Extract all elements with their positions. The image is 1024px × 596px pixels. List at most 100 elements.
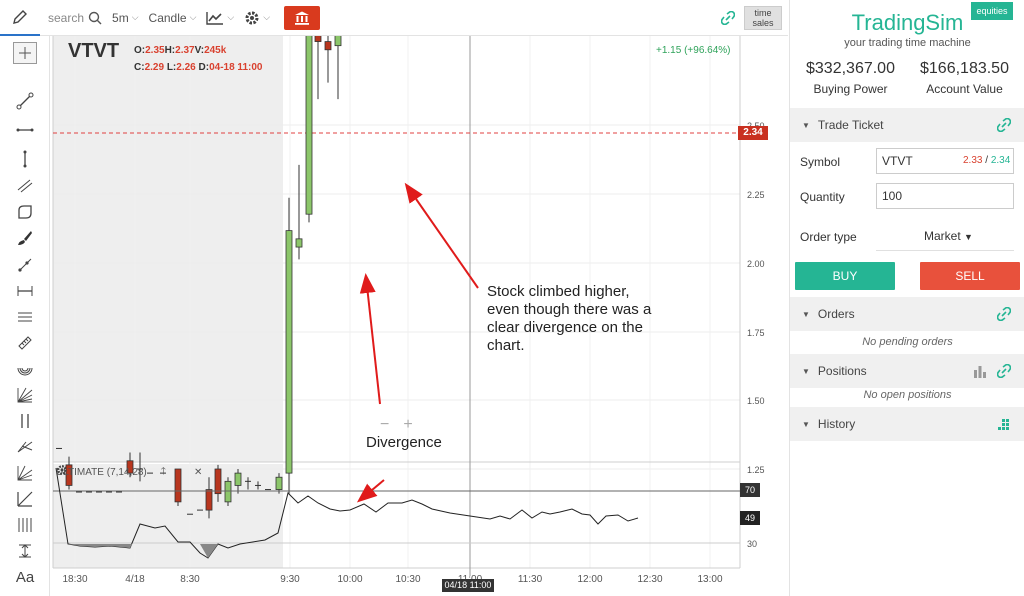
candle-body (285, 230, 293, 474)
shape-icon[interactable] (13, 201, 37, 223)
line-chart-icon (206, 11, 224, 25)
positions-header[interactable]: ▼ Positions (790, 354, 1024, 388)
buying-power-label: Buying Power (813, 82, 888, 96)
time-sales-button[interactable]: time sales (744, 6, 782, 30)
crosshair-icon[interactable] (13, 42, 37, 64)
order-type-select[interactable]: Market ▼ (924, 229, 973, 243)
equities-badge[interactable]: equities (971, 2, 1013, 20)
buy-button[interactable]: BUY (795, 262, 895, 290)
interval-select[interactable]: 5m ⌵ (112, 11, 139, 25)
price-change: +1.15 (+96.64%) (656, 45, 731, 56)
angle-icon[interactable] (13, 488, 37, 510)
search-icon (88, 11, 102, 24)
trade-ticket-header[interactable]: ▼ Trade Ticket (790, 108, 1024, 142)
link-icon[interactable] (996, 363, 1012, 381)
candle (295, 164, 303, 260)
price-range-icon[interactable] (13, 540, 37, 562)
history-header[interactable]: ▼ History (790, 407, 1024, 441)
brand-tagline: your trading time machine (844, 37, 971, 49)
chart-type-select[interactable]: Candle ⌵ (149, 11, 197, 25)
indicator-name: ULTIMATE (7,14,28) (56, 466, 147, 478)
cursor-time-label: 04/18 11:00 (442, 579, 494, 592)
triangle-down-icon: ▼ (802, 366, 810, 376)
candle-body (65, 464, 73, 486)
settings-button[interactable]: ⌵ (244, 10, 270, 26)
bar-chart-icon[interactable] (973, 364, 987, 381)
time-sales-label-1: time (754, 8, 772, 18)
zoom-in-icon[interactable]: + (403, 416, 413, 433)
candle-body (334, 36, 342, 47)
arrow-up-icon[interactable]: 🡑 (160, 465, 166, 477)
time-axis-label: 11:30 (518, 574, 543, 585)
close-label: C: (134, 62, 145, 73)
symbol-input[interactable]: VTVT (876, 148, 1014, 174)
open-value: 2.35 (145, 45, 165, 56)
top-toolbar: search 5m ⌵ Candle ⌵ ⌵ ⌵ time sales (0, 0, 788, 36)
brand-logo: TradingSim (851, 10, 964, 35)
candle-body (205, 489, 213, 511)
low-value: 2.26 (176, 62, 196, 73)
brush-icon[interactable] (13, 227, 37, 249)
gann-icon[interactable] (13, 436, 37, 458)
fib-fan-icon[interactable] (13, 384, 37, 406)
quantity-input-value: 100 (882, 189, 903, 203)
chart-symbol: VTVT (68, 40, 120, 62)
candle-body (234, 472, 242, 486)
trading-panel: equities TradingSim your trading time ma… (789, 0, 1024, 596)
indicators-button[interactable]: ⌵ (206, 11, 234, 25)
buying-power-value: $332,367.00 (806, 60, 895, 77)
price-axis-label: 2.00 (747, 259, 765, 269)
bank-button[interactable] (284, 5, 321, 30)
close-icon[interactable]: ✕ (193, 466, 203, 478)
orders-header[interactable]: ▼ Orders (790, 297, 1024, 331)
time-axis-label: 10:00 (337, 574, 362, 585)
close-value: 2.29 (144, 62, 165, 73)
candle (205, 477, 213, 519)
sell-button[interactable]: SELL (920, 262, 1020, 290)
vertical-line-icon[interactable] (13, 148, 37, 170)
price-axis-label: 2.25 (747, 190, 765, 200)
arc-icon[interactable] (13, 358, 37, 380)
time-sales-label-2: sales (752, 18, 774, 28)
vertical-lines-icon[interactable] (13, 410, 37, 432)
pencil-icon[interactable] (0, 0, 40, 36)
time-axis-label: 12:30 (637, 574, 662, 585)
lines-icon[interactable] (13, 306, 37, 328)
chevron-down-icon: ⌵ (131, 12, 139, 22)
oversold-fill (200, 544, 218, 558)
ray-icon[interactable] (13, 254, 37, 276)
cycle-lines-icon[interactable] (13, 514, 37, 536)
volume-value: 245k (204, 45, 227, 56)
chart-canvas[interactable]: 2.502.252.001.751.501.253018:304/188:309… (50, 36, 790, 596)
symbol-input-value: VTVT (882, 154, 913, 168)
speed-lines-icon[interactable] (13, 462, 37, 484)
quantity-input[interactable]: 100 (876, 183, 1014, 209)
trend-line-icon[interactable] (13, 90, 37, 112)
triangle-down-icon: ▼ (802, 419, 810, 429)
volume-label: V: (194, 45, 205, 56)
parallel-channel-icon[interactable] (13, 174, 37, 196)
link-icon[interactable] (720, 10, 736, 28)
search-box[interactable]: search (48, 11, 102, 25)
candle-body (305, 36, 313, 215)
candle (224, 477, 232, 506)
price-chart[interactable]: 2.502.252.001.751.501.253018:304/188:309… (50, 36, 790, 596)
zoom-out-icon[interactable]: − (380, 416, 390, 433)
annotation-arrow (404, 182, 479, 289)
text-tool-icon[interactable]: Aa (15, 568, 35, 586)
ruler-icon[interactable] (13, 332, 37, 354)
candle (255, 481, 261, 490)
link-icon[interactable] (996, 306, 1012, 324)
horizontal-line-icon[interactable] (13, 119, 37, 141)
annotation-divergence: Divergence (366, 434, 442, 451)
bid-price: 2.33 (963, 155, 983, 166)
measure-icon[interactable] (13, 280, 37, 302)
stats-icon[interactable] (997, 417, 1011, 434)
orders-title: Orders (817, 307, 855, 321)
annotation-climb: Stock climbed higher, even though there … (487, 283, 652, 354)
oscillator-level-tag: 70 (740, 483, 760, 497)
divider (876, 250, 1014, 251)
interval-value: 5m (112, 10, 129, 25)
positions-empty-text: No open positions (863, 389, 952, 401)
link-icon[interactable] (996, 117, 1012, 135)
